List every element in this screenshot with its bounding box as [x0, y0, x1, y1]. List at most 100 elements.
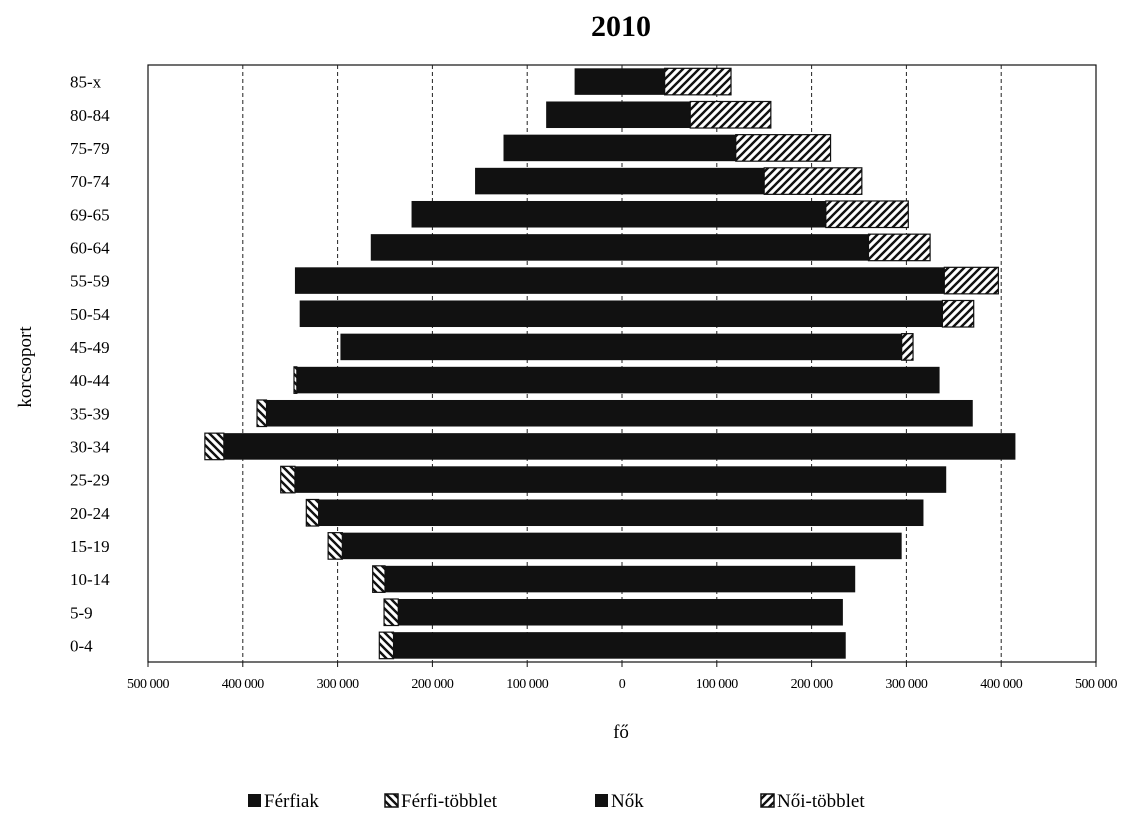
bar-noi-tobblet [941, 299, 975, 328]
bar-ferfiak [294, 267, 622, 294]
bar-nok [622, 267, 945, 294]
y-tick-label: 55-59 [70, 272, 110, 291]
bar-ferfi-tobblet [293, 366, 298, 394]
x-tick-label: 300 000 [317, 677, 360, 692]
y-tick-label: 50-54 [70, 305, 110, 324]
bar-nok [622, 598, 843, 626]
chart-title: 2010 [591, 10, 651, 43]
legend-swatch-ferfi-tobblet [384, 793, 399, 808]
bar-ferfiak [574, 68, 622, 95]
bar-ferfiak [296, 366, 622, 394]
y-axis-label: korcsoport [15, 326, 36, 408]
bar-noi-tobblet [664, 67, 732, 96]
y-tick-label: 0-4 [70, 636, 93, 655]
bar-noi-tobblet [901, 333, 914, 361]
bar-ferfiak [411, 200, 622, 228]
bar-ferfi-tobblet [305, 498, 320, 527]
bar-nok [622, 433, 1016, 460]
y-tick-label: 5-9 [70, 603, 93, 622]
bar-nok [622, 366, 940, 394]
x-tick-label: 100 000 [696, 677, 739, 692]
bar-nok [622, 532, 902, 560]
y-tick-label: 75-79 [70, 139, 110, 158]
x-tick-label: 200 000 [791, 677, 834, 692]
y-tick-label: 60-64 [70, 238, 110, 257]
bar-ferfiak [398, 598, 622, 626]
bar-ferfi-tobblet [383, 598, 399, 627]
bar-nok [622, 466, 947, 493]
bar-ferfi-tobblet [256, 399, 268, 428]
x-tick-label: 500 000 [1075, 677, 1118, 692]
bar-ferfiak [385, 565, 622, 593]
x-axis-label: fő [613, 722, 629, 743]
bar-ferfiak [223, 433, 622, 460]
y-tick-label: 20-24 [70, 504, 110, 523]
bar-nok [622, 101, 691, 129]
legend-swatch-ferfiak [248, 794, 261, 807]
bar-nok [622, 200, 826, 228]
bar-ferfi-tobblet [204, 432, 225, 461]
x-tick-label: 100 000 [506, 677, 549, 692]
bar-ferfiak [503, 134, 622, 162]
x-tick-label: 400 000 [980, 677, 1023, 692]
legend: Férfiak Férfi-többlet Nők Női-többlet [248, 791, 865, 812]
bar-nok [622, 167, 765, 195]
x-tick-label: 400 000 [222, 677, 265, 692]
bar-ferfi-tobblet [280, 465, 296, 494]
bar-ferfiak [266, 399, 622, 427]
bar-noi-tobblet [763, 167, 863, 195]
bar-nok [622, 300, 943, 328]
y-tick-label: 40-44 [70, 371, 110, 390]
bars [204, 67, 1016, 660]
bar-ferfiak [393, 632, 622, 659]
bar-ferfiak [294, 466, 622, 493]
y-tick-label: 69-65 [70, 205, 110, 224]
gridlines [147, 65, 1097, 667]
bar-nok [622, 134, 736, 162]
bar-noi-tobblet [689, 100, 772, 129]
y-tick-label: 80-84 [70, 106, 110, 125]
legend-swatch-nok [595, 794, 608, 807]
x-tick-label: 500 000 [127, 677, 170, 692]
y-tick-label: 45-49 [70, 338, 110, 357]
y-tick-label: 70-74 [70, 172, 110, 191]
bar-ferfiak [340, 333, 622, 361]
legend-swatch-noi-tobblet [760, 793, 775, 808]
bar-ferfiak [546, 101, 622, 129]
x-tick-label: 0 [619, 677, 626, 692]
bar-nok [622, 632, 846, 659]
bar-nok [622, 565, 856, 593]
y-tick-label: 10-14 [70, 570, 110, 589]
bar-ferfiak [475, 167, 622, 195]
bar-noi-tobblet [943, 266, 999, 295]
y-tick-label: 35-39 [70, 404, 110, 423]
bar-nok [622, 333, 902, 361]
bar-noi-tobblet [735, 134, 832, 162]
bar-ferfi-tobblet [327, 532, 343, 560]
bar-ferfiak [370, 234, 622, 261]
x-tick-label: 200 000 [411, 677, 454, 692]
bar-ferfiak [299, 300, 622, 328]
legend-label-ferfi-tobblet: Férfi-többlet [401, 791, 498, 812]
y-tick-labels: 0-4 5-9 10-14 15-19 20-24 25-29 30-34 35-39 40-4… [70, 73, 110, 656]
bar-nok [622, 399, 973, 427]
bar-noi-tobblet [825, 200, 909, 229]
bar-ferfi-tobblet [378, 631, 395, 660]
y-tick-label: 25-29 [70, 471, 110, 490]
bar-nok [622, 499, 924, 527]
legend-label-ferfiak: Férfiak [264, 791, 319, 812]
bar-ferfiak [318, 499, 622, 527]
bar-noi-tobblet [867, 233, 931, 262]
x-tick-label: 300 000 [885, 677, 928, 692]
bar-nok [622, 68, 665, 95]
x-tick-labels: 500 000 400 000 300 000 200 000 100 000 0 100 … [127, 677, 1118, 692]
legend-label-noi-tobblet: Női-többlet [777, 791, 865, 812]
y-tick-label: 15-19 [70, 537, 110, 556]
y-tick-label: 85-x [70, 73, 102, 92]
y-tick-label: 30-34 [70, 437, 110, 456]
bar-ferfi-tobblet [372, 565, 386, 593]
bar-ferfiak [342, 532, 622, 560]
legend-label-nok: Nők [611, 791, 644, 812]
bar-nok [622, 234, 869, 261]
